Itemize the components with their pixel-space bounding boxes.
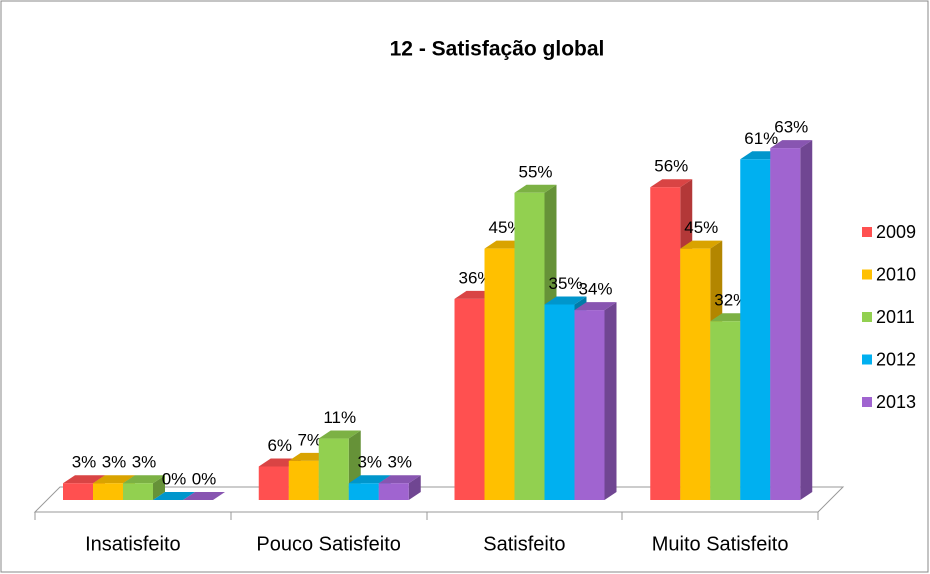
bar-side xyxy=(604,302,617,500)
data-label: 6% xyxy=(267,436,292,455)
bar xyxy=(710,321,741,500)
legend-swatch xyxy=(862,397,872,407)
bar xyxy=(770,148,801,500)
data-label: 0% xyxy=(192,469,217,488)
bar-top xyxy=(153,492,195,500)
bar-top xyxy=(93,475,135,484)
bar xyxy=(544,304,575,500)
bar-top xyxy=(770,140,813,149)
bar xyxy=(574,310,605,500)
data-label: 55% xyxy=(518,162,552,181)
bar xyxy=(680,248,711,500)
bar xyxy=(740,159,771,500)
bar xyxy=(258,466,289,500)
legend-swatch xyxy=(862,269,872,280)
bar-side xyxy=(800,140,813,500)
data-label: 61% xyxy=(744,129,778,148)
category-ticks xyxy=(34,512,819,520)
legend-label: 2013 xyxy=(876,392,916,412)
data-label: 3% xyxy=(387,453,412,472)
data-label: 3% xyxy=(102,453,127,472)
x-tick-label: Satisfeito xyxy=(483,533,565,555)
floor xyxy=(33,486,845,513)
bar-top xyxy=(318,430,361,439)
x-tick-label: Muito Satisfeito xyxy=(652,533,789,555)
bar xyxy=(318,438,349,500)
bar xyxy=(378,483,409,500)
data-label: 32% xyxy=(714,291,748,310)
bar-top xyxy=(680,240,723,249)
data-label: 3% xyxy=(72,453,97,472)
bar-top xyxy=(574,302,617,311)
bar xyxy=(288,460,319,500)
bar-top xyxy=(544,296,587,305)
legend-swatch xyxy=(862,227,872,237)
bar-top xyxy=(514,184,557,193)
bar xyxy=(348,483,379,500)
bar-side xyxy=(153,475,165,500)
bar xyxy=(93,483,123,500)
bar-top xyxy=(183,492,225,500)
data-label: 7% xyxy=(297,430,322,449)
bar xyxy=(484,248,515,500)
bar-top xyxy=(348,475,391,484)
data-label: 45% xyxy=(488,218,522,237)
data-label: 63% xyxy=(774,118,808,137)
data-label: 3% xyxy=(357,453,382,472)
legend-swatch xyxy=(862,312,872,322)
bar-side xyxy=(408,475,421,500)
data-label: 11% xyxy=(323,408,356,427)
legend-label: 2010 xyxy=(876,264,916,284)
data-label: 56% xyxy=(654,157,688,176)
data-label: 3% xyxy=(132,453,157,472)
x-tick-label: Insatisfeito xyxy=(85,533,181,555)
data-label: 35% xyxy=(548,274,582,293)
bar-top xyxy=(378,475,421,484)
data-label: 45% xyxy=(684,218,718,237)
chart-title: 12 - Satisfação global xyxy=(390,38,605,61)
bar xyxy=(63,483,93,500)
bar xyxy=(123,483,153,500)
legend-label: 2009 xyxy=(876,222,916,242)
data-label: 36% xyxy=(458,268,492,287)
bar xyxy=(514,192,545,501)
legend-swatch xyxy=(862,354,872,365)
bar-top xyxy=(123,475,165,484)
x-tick-label: Pouco Satisfeito xyxy=(256,533,401,555)
bar xyxy=(454,298,485,500)
data-label: 34% xyxy=(578,280,612,299)
legend-label: 2012 xyxy=(876,349,916,369)
legend-label: 2011 xyxy=(876,307,915,327)
bar-top xyxy=(63,475,105,484)
data-label: 0% xyxy=(162,469,187,488)
bar-top xyxy=(650,179,693,188)
bar xyxy=(650,187,681,500)
